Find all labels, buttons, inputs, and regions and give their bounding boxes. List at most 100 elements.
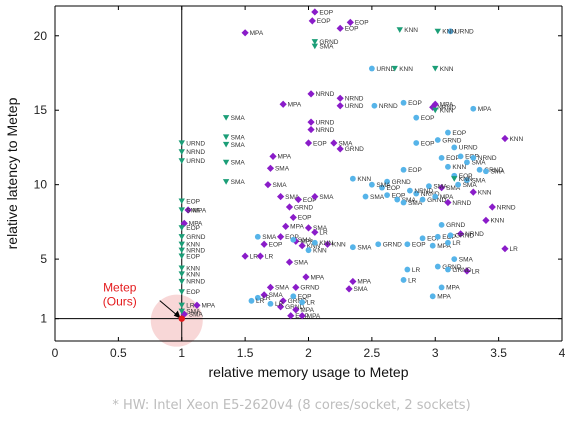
- point-label: NRND: [414, 188, 433, 195]
- point-circle: [470, 105, 477, 112]
- point-circle: [429, 293, 436, 300]
- point-diamond: [349, 277, 357, 286]
- point-label: SMA: [231, 115, 246, 122]
- point-label: MPA: [189, 221, 203, 228]
- point-label: KNN: [186, 242, 200, 249]
- point-diamond: [336, 102, 344, 110]
- point-label: KNN: [313, 247, 327, 254]
- x-tick-label: 4: [559, 346, 566, 360]
- point-circle: [447, 232, 454, 239]
- point-triangle: [178, 225, 185, 231]
- point-triangle: [178, 308, 185, 315]
- point-triangle: [178, 241, 185, 248]
- point-circle: [457, 153, 464, 160]
- point-label: EOP: [392, 192, 406, 199]
- point-triangle: [178, 149, 185, 155]
- point-label: EOP: [186, 253, 200, 260]
- point-label: SMA: [231, 142, 246, 149]
- point-label: GRND: [294, 204, 313, 211]
- point-label: SMA: [446, 185, 461, 192]
- point-label: GRND: [383, 242, 402, 249]
- point-label: EOP: [186, 198, 200, 205]
- point-diamond: [292, 306, 300, 314]
- point-diamond: [180, 219, 188, 227]
- point-circle: [445, 266, 451, 273]
- point-diamond: [429, 103, 437, 111]
- point-label: SMA: [459, 256, 474, 263]
- point-label: MPA: [300, 239, 314, 246]
- point-label: GRND: [319, 39, 338, 46]
- point-triangle: [178, 278, 185, 285]
- point-diamond: [277, 192, 285, 201]
- point-circle: [432, 193, 439, 200]
- point-diamond: [287, 312, 295, 320]
- point-label: MPA: [193, 207, 207, 214]
- point-circle: [371, 102, 378, 109]
- point-circle: [464, 177, 470, 184]
- point-diamond: [282, 222, 290, 230]
- point-label: LR: [275, 301, 284, 308]
- point-circle: [394, 196, 401, 203]
- point-diamond: [292, 237, 300, 245]
- point-circle: [404, 266, 411, 273]
- point-label: EOP: [298, 215, 312, 222]
- point-diamond: [256, 252, 264, 260]
- point-label: SMA: [463, 182, 478, 189]
- point-label: MPA: [201, 303, 215, 310]
- point-diamond: [292, 283, 300, 291]
- point-circle: [254, 294, 261, 301]
- point-label: SMA: [275, 166, 290, 173]
- point-circle: [476, 166, 483, 173]
- point-label: EOP: [298, 294, 312, 301]
- point-label: NRND: [186, 279, 205, 286]
- point-label: LR: [319, 230, 328, 237]
- point-diamond: [302, 273, 310, 281]
- point-label: SMA: [319, 194, 334, 201]
- point-label: KNN: [319, 240, 333, 247]
- point-label: SMA: [471, 160, 486, 167]
- point-diamond: [260, 240, 268, 248]
- point-label: EOP: [446, 155, 460, 162]
- point-triangle: [178, 302, 185, 309]
- point-label: SMA: [189, 312, 204, 319]
- point-label: GRND: [392, 179, 411, 186]
- point-circle: [384, 192, 390, 198]
- point-label: MPA: [278, 154, 292, 161]
- point-label: SMA: [433, 183, 448, 190]
- point-diamond: [336, 24, 344, 32]
- point-label: EOP: [269, 242, 283, 249]
- point-diamond: [289, 213, 297, 222]
- point-label: URND: [455, 29, 474, 36]
- point-label: KNN: [186, 265, 200, 272]
- point-circle: [311, 239, 318, 246]
- metep-point: [178, 315, 185, 322]
- point-diamond: [294, 195, 302, 204]
- point-label: MPA: [310, 274, 324, 281]
- point-label: EOP: [186, 289, 200, 296]
- point-label: URND: [459, 145, 478, 152]
- point-diamond: [311, 228, 319, 236]
- point-label: GRND: [446, 222, 465, 229]
- point-label: SMA: [275, 285, 290, 292]
- point-label: LR: [509, 246, 518, 253]
- point-label: LR: [412, 267, 421, 274]
- y-tick-label: 10: [34, 178, 48, 192]
- point-circle: [470, 154, 477, 161]
- point-circle: [400, 199, 407, 206]
- point-label: EOP: [186, 225, 200, 232]
- point-label: GRND: [427, 197, 446, 204]
- point-label: NRND: [465, 231, 484, 238]
- point-diamond: [298, 312, 306, 320]
- point-diamond: [285, 258, 294, 266]
- point-circle: [464, 159, 470, 166]
- point-triangle: [178, 140, 185, 146]
- point-label: SMA: [354, 286, 369, 293]
- point-diamond: [241, 252, 249, 260]
- point-triangle: [178, 234, 185, 240]
- hardware-footnote: * HW: Intel Xeon E5-2620v4 (8 cores/sock…: [112, 398, 471, 413]
- point-circle: [349, 244, 356, 251]
- point-diamond: [444, 198, 452, 207]
- point-label: URND: [376, 66, 395, 73]
- point-label: SMA: [490, 169, 505, 176]
